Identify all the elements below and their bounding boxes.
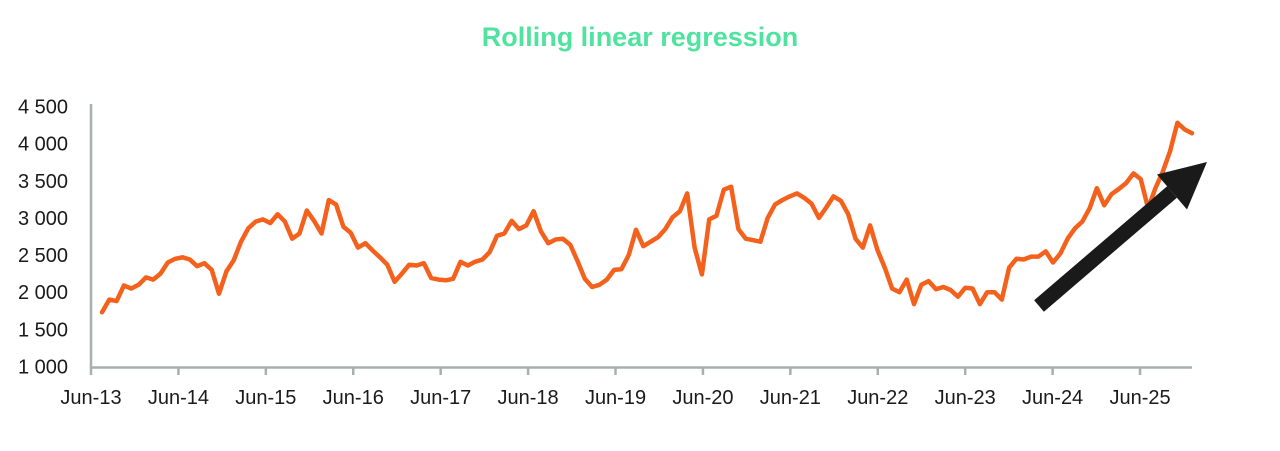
chart-title: Rolling linear regression bbox=[481, 22, 799, 52]
x-tick-label: Jun-21 bbox=[760, 387, 821, 409]
x-tick-label: Jun-16 bbox=[323, 387, 384, 409]
x-tick-label: Jun-13 bbox=[60, 387, 121, 409]
trend-arrow-shaft bbox=[1034, 186, 1177, 312]
x-tick-label: Jun-25 bbox=[1109, 387, 1170, 409]
x-tick-label: Jun-24 bbox=[1022, 387, 1083, 409]
y-tick-label: 1 000 bbox=[18, 357, 68, 379]
x-tick-label: Jun-23 bbox=[935, 387, 996, 409]
series-line bbox=[99, 120, 1195, 315]
y-tick-label: 4 500 bbox=[18, 97, 68, 119]
x-tick-label: Jun-20 bbox=[672, 387, 733, 409]
axis-lines bbox=[89, 104, 1192, 369]
y-tick-label: 2 000 bbox=[18, 282, 68, 304]
x-tick-label: Jun-14 bbox=[148, 387, 209, 409]
x-tick-label: Jun-17 bbox=[410, 387, 471, 409]
x-tick-label: Jun-18 bbox=[498, 387, 559, 409]
y-tick-label: 3 000 bbox=[18, 208, 68, 230]
y-tick-label: 2 500 bbox=[18, 245, 68, 267]
y-tick-label: 3 500 bbox=[18, 171, 68, 193]
x-tick-label: Jun-15 bbox=[235, 387, 296, 409]
trend-arrow-head bbox=[1157, 162, 1207, 210]
y-tick-label: 1 500 bbox=[18, 319, 68, 341]
x-tick-label: Jun-19 bbox=[585, 387, 646, 409]
x-tick-label: Jun-22 bbox=[847, 387, 908, 409]
y-tick-label: 4 000 bbox=[18, 134, 68, 156]
